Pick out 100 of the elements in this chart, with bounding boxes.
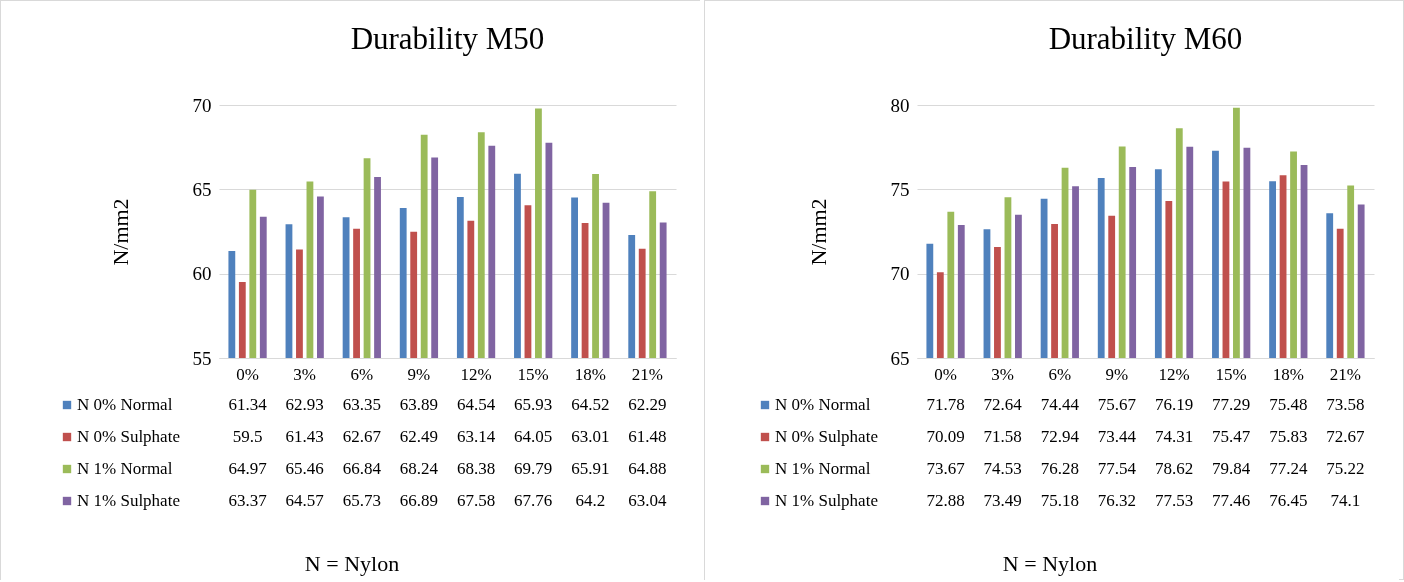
x-tick-label: 21% <box>631 364 664 384</box>
x-tick-label: 18% <box>574 364 606 384</box>
legend-label: N 1% Sulphate <box>775 491 878 510</box>
data-label: 64.57 <box>285 491 325 510</box>
chart-title: Durability M50 <box>350 21 545 56</box>
data-label: 71.58 <box>983 427 1022 446</box>
x-tick-label: 6% <box>350 364 374 384</box>
data-label: 76.32 <box>1097 491 1137 510</box>
x-tick-label: 3% <box>293 364 317 384</box>
data-label: 65.73 <box>342 491 381 510</box>
x-tick-label: 3% <box>991 364 1015 384</box>
data-label: 74.1 <box>1330 491 1361 510</box>
data-label: 72.64 <box>983 395 1023 414</box>
data-label: 64.2 <box>575 491 606 510</box>
data-label: 77.24 <box>1269 459 1308 478</box>
data-label: 74.53 <box>983 459 1022 478</box>
y-tick-label: 60 <box>192 263 212 285</box>
chart-title: Durability M60 <box>1048 21 1243 56</box>
y-tick-label: 70 <box>890 263 910 285</box>
data-label: 63.89 <box>399 395 439 414</box>
data-label: 75.22 <box>1326 459 1365 478</box>
x-tick-label: 9% <box>1105 364 1129 384</box>
data-label: 62.67 <box>342 427 382 446</box>
legend-label: N 1% Normal <box>775 459 871 478</box>
data-label: 67.58 <box>456 491 496 510</box>
data-label: 63.04 <box>628 491 668 510</box>
data-label: 69.79 <box>514 459 553 478</box>
data-label: 62.93 <box>285 395 324 414</box>
data-label: 75.18 <box>1040 491 1079 510</box>
x-tick-label: 18% <box>1272 364 1304 384</box>
y-tick-label: 80 <box>890 94 910 116</box>
legend-label: N 0% Normal <box>775 395 871 414</box>
y-tick-label: 75 <box>890 178 910 200</box>
data-label: 68.24 <box>399 459 439 478</box>
data-label: 64.05 <box>514 427 553 446</box>
x-tick-label: 6% <box>1048 364 1072 384</box>
text: N = Nylon <box>304 551 400 576</box>
data-label: 73.67 <box>926 459 966 478</box>
legend-label: N 1% Normal <box>77 459 173 478</box>
data-label: 76.45 <box>1269 491 1308 510</box>
data-label: 64.88 <box>628 459 667 478</box>
y-axis-title: N/mm2 <box>805 198 831 266</box>
data-label: 72.67 <box>1326 427 1366 446</box>
data-label: 72.94 <box>1040 427 1080 446</box>
data-label: 61.48 <box>628 427 667 446</box>
legend-label: N 0% Sulphate <box>775 427 878 446</box>
x-tick-label: 15% <box>517 364 549 384</box>
data-label: 62.29 <box>628 395 667 414</box>
data-label: 74.44 <box>1040 395 1080 414</box>
data-label: 70.09 <box>926 427 965 446</box>
data-label: 64.54 <box>456 395 496 414</box>
data-label: 75.67 <box>1097 395 1137 414</box>
data-label: 65.93 <box>514 395 553 414</box>
data-label: 66.89 <box>399 491 439 510</box>
data-label: 66.84 <box>342 459 382 478</box>
data-label: 77.46 <box>1212 491 1251 510</box>
data-label: 73.58 <box>1326 395 1365 414</box>
y-tick-label: 65 <box>192 178 212 200</box>
text: N = Nylon <box>1002 551 1098 576</box>
data-label: 71.78 <box>926 395 965 414</box>
data-label: 64.97 <box>228 459 268 478</box>
legend-label: N 0% Normal <box>77 395 173 414</box>
data-label: 77.53 <box>1154 491 1194 510</box>
data-label: 75.47 <box>1212 427 1251 446</box>
data-label: 64.52 <box>571 395 610 414</box>
data-label: 76.19 <box>1154 395 1194 414</box>
data-label: 73.49 <box>983 491 1022 510</box>
data-label: 75.83 <box>1269 427 1308 446</box>
data-label: 63.01 <box>571 427 610 446</box>
data-label: 75.48 <box>1269 395 1308 414</box>
x-tick-label: 12% <box>460 364 492 384</box>
data-label: 62.49 <box>399 427 439 446</box>
x-tick-label: 0% <box>934 364 957 384</box>
data-label: 79.84 <box>1212 459 1251 478</box>
data-label: 78.62 <box>1154 459 1194 478</box>
legend-label: N 0% Sulphate <box>77 427 180 446</box>
data-label: 61.43 <box>285 427 324 446</box>
y-tick-label: 70 <box>192 94 212 116</box>
data-label: 68.38 <box>456 459 496 478</box>
data-label: 76.28 <box>1040 459 1079 478</box>
data-label: 72.88 <box>926 491 965 510</box>
data-label: 61.34 <box>228 395 268 414</box>
y-axis-title: N/mm2 <box>107 198 133 266</box>
data-label: 63.37 <box>228 491 268 510</box>
y-tick-label: 55 <box>192 347 212 369</box>
legend-label: N 1% Sulphate <box>77 491 180 510</box>
data-label: 65.46 <box>285 459 324 478</box>
data-label: 73.44 <box>1097 427 1137 446</box>
data-label: 63.14 <box>456 427 496 446</box>
data-label: 67.76 <box>514 491 553 510</box>
data-label: 59.5 <box>232 427 263 446</box>
x-tick-label: 15% <box>1215 364 1247 384</box>
data-label: 77.29 <box>1212 395 1251 414</box>
data-label: 74.31 <box>1154 427 1194 446</box>
x-tick-label: 21% <box>1329 364 1362 384</box>
x-tick-label: 12% <box>1158 364 1190 384</box>
x-tick-label: 9% <box>407 364 431 384</box>
y-tick-label: 65 <box>890 347 910 369</box>
x-tick-label: 0% <box>236 364 259 384</box>
data-label: 65.91 <box>571 459 610 478</box>
